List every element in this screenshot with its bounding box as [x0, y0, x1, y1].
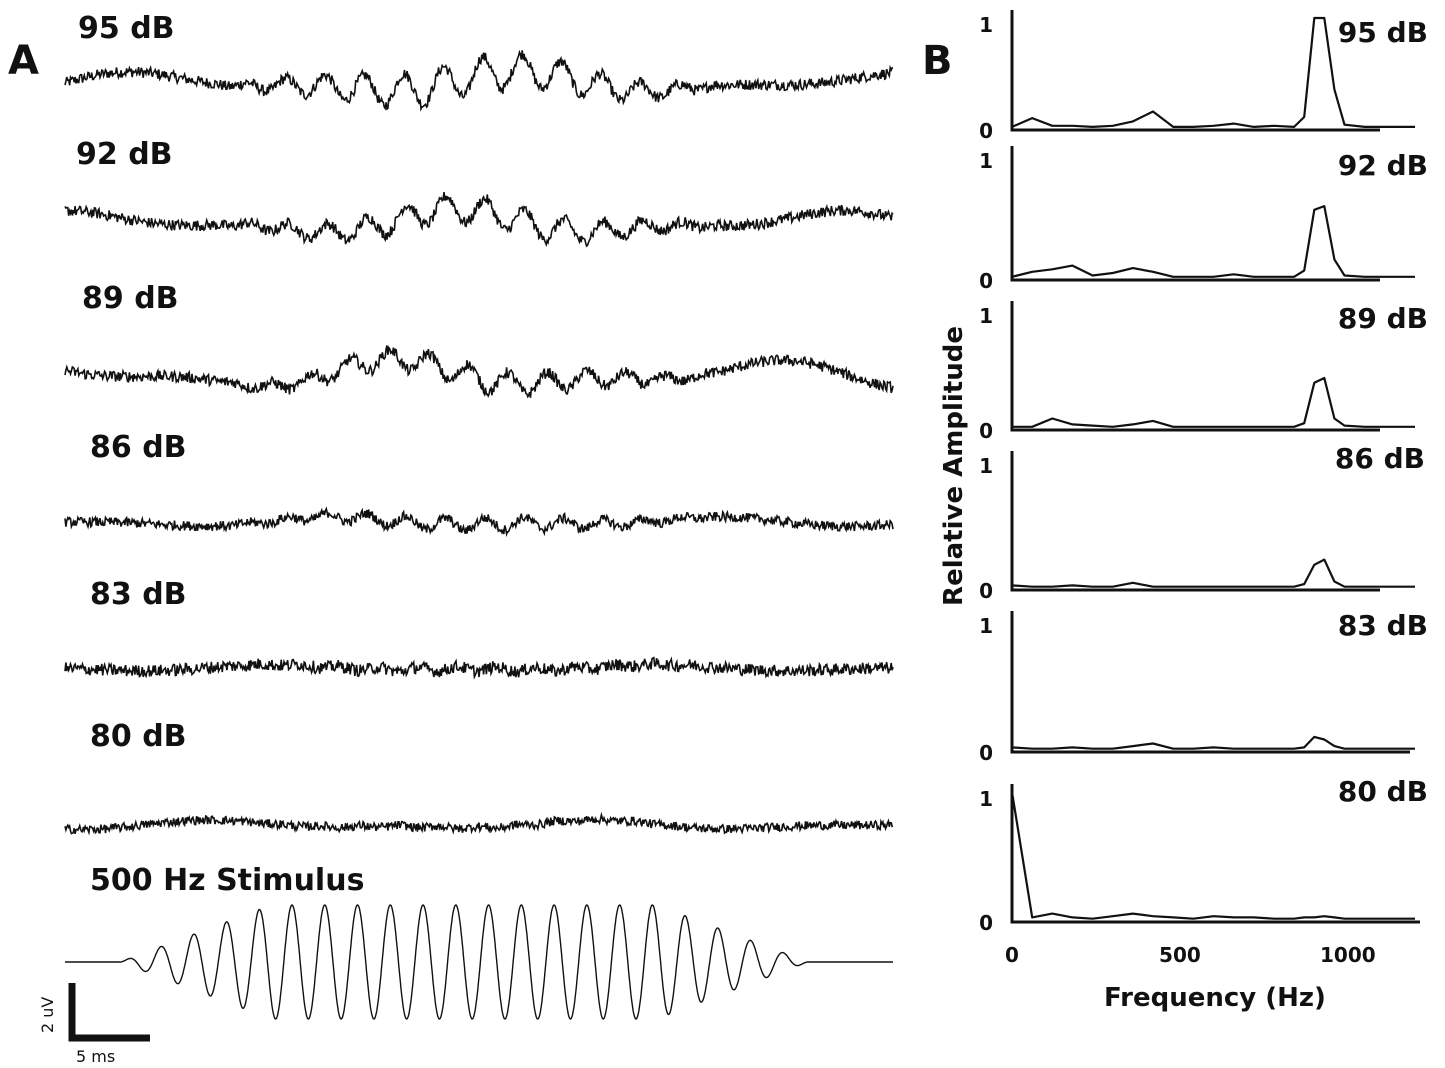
y-tick-label: 0	[979, 579, 993, 603]
y-tick-label: 1	[979, 13, 993, 37]
trace-label: 89 dB	[82, 281, 179, 316]
spectrum-label: 89 dB	[1338, 302, 1428, 335]
x-tick-label: 0	[1005, 943, 1019, 967]
spectrum-line	[1011, 205, 1415, 278]
trace-label: 95 dB	[78, 11, 175, 46]
spectrum-panel: 0 1 95 dB	[979, 10, 1428, 143]
trace-waveform	[64, 345, 894, 399]
spectrum-label: 80 dB	[1338, 775, 1428, 808]
trace-waveform	[64, 192, 894, 248]
spectrum-label: 95 dB	[1338, 16, 1428, 49]
spectrum-line	[1011, 558, 1415, 588]
trace-waveform	[64, 811, 894, 836]
spectrum-label: 86 dB	[1335, 442, 1425, 475]
spectrum-line	[1012, 376, 1415, 428]
scale-bar-voltage-label: 2 uV	[38, 997, 57, 1033]
y-tick-label: 1	[979, 454, 993, 478]
x-tick-label: 1000	[1320, 943, 1376, 967]
y-tick-label: 0	[979, 741, 993, 765]
trace-waveform	[64, 506, 894, 538]
trace-waveform	[64, 656, 894, 680]
spectrum-line	[1010, 791, 1415, 920]
scale-bar-time-label: 5 ms	[76, 1047, 115, 1066]
spectrum-panel: 0 1 92 dB	[979, 146, 1428, 293]
stimulus-waveform	[65, 904, 893, 1020]
y-tick-label: 0	[979, 119, 993, 143]
panel-a-label: A	[8, 38, 39, 84]
panel-b-spectra: 0 1 95 dB 0 1 92 dB 0 1 89 dB 0 1 86 dB 0 1 83 dB 0 1 80 …	[979, 10, 1428, 967]
y-tick-label: 1	[979, 149, 993, 173]
spectrum-panel: 0 1 89 dB	[979, 301, 1428, 443]
x-tick-label: 500	[1159, 943, 1201, 967]
spectrum-panel: 0 1 83 dB	[979, 609, 1428, 765]
stimulus-label: 500 Hz Stimulus	[90, 863, 364, 898]
y-tick-label: 1	[979, 304, 993, 328]
y-tick-label: 0	[979, 419, 993, 443]
scale-bar: 2 uV 5 ms	[38, 983, 150, 1066]
panel-b-label: B	[922, 38, 953, 84]
spectrum-panel: 0 1 80 dB	[979, 775, 1428, 935]
spectrum-line	[1011, 735, 1415, 750]
trace-label: 86 dB	[90, 430, 187, 465]
spectrum-panel: 0 1 86 dB	[979, 442, 1425, 603]
y-tick-label: 0	[979, 269, 993, 293]
y-axis-title: Relative Amplitude	[939, 326, 969, 606]
trace-label: 83 dB	[90, 577, 187, 612]
spectrum-line	[1011, 16, 1415, 129]
spectrum-label: 83 dB	[1338, 609, 1428, 642]
trace-label: 92 dB	[76, 137, 173, 172]
x-axis-title: Frequency (Hz)	[1104, 983, 1326, 1013]
y-tick-label: 1	[979, 787, 993, 811]
spectrum-label: 92 dB	[1338, 149, 1428, 182]
y-tick-label: 1	[979, 614, 993, 638]
trace-waveform	[64, 49, 893, 112]
trace-label: 80 dB	[90, 719, 187, 754]
y-tick-label: 0	[979, 911, 993, 935]
panel-a-traces: 95 dB 92 dB 89 dB 86 dB 83 dB 80 dB 500 Hz Sti…	[64, 11, 894, 1020]
